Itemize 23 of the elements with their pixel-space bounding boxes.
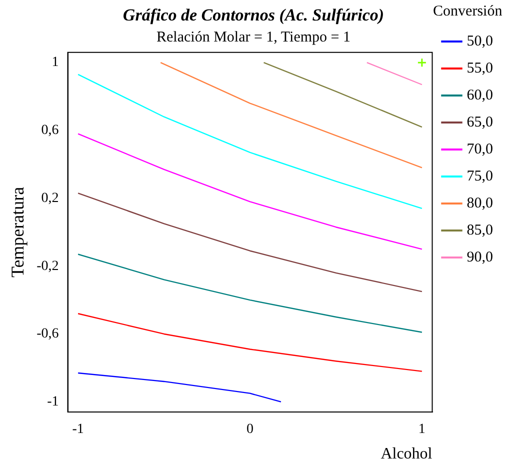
x-tick-label: 0 <box>246 422 254 438</box>
y-tick-label: 1 <box>52 55 59 70</box>
legend-label: 80,0 <box>466 195 493 212</box>
y-tick-label: -0,6 <box>36 326 59 342</box>
legend-label: 50,0 <box>466 33 493 50</box>
x-axis-title: Alcohol <box>380 446 433 463</box>
legend-label: 55,0 <box>466 60 493 76</box>
x-tick-label: -1 <box>72 422 84 438</box>
y-axis-title: Temperatura <box>8 186 28 278</box>
legend-label: 85,0 <box>466 222 493 238</box>
legend-label: 60,0 <box>466 87 493 104</box>
y-tick-label: 0,6 <box>41 123 59 138</box>
y-tick-label: -0,2 <box>36 258 59 274</box>
legend-label: 65,0 <box>466 114 493 130</box>
chart-subtitle: Relación Molar = 1, Tiempo = 1 <box>156 29 350 46</box>
x-tick-label: 1 <box>418 422 426 438</box>
legend-label: 70,0 <box>466 141 493 158</box>
legend-label: 75,0 <box>466 168 493 184</box>
y-tick-label: 0,2 <box>41 190 59 206</box>
legend-label: 90,0 <box>466 249 493 266</box>
y-tick-label: -1 <box>47 394 59 410</box>
chart-title: Gráfico de Contornos (Ac. Sulfúrico) <box>122 6 384 25</box>
legend-title: Conversión <box>433 3 503 20</box>
